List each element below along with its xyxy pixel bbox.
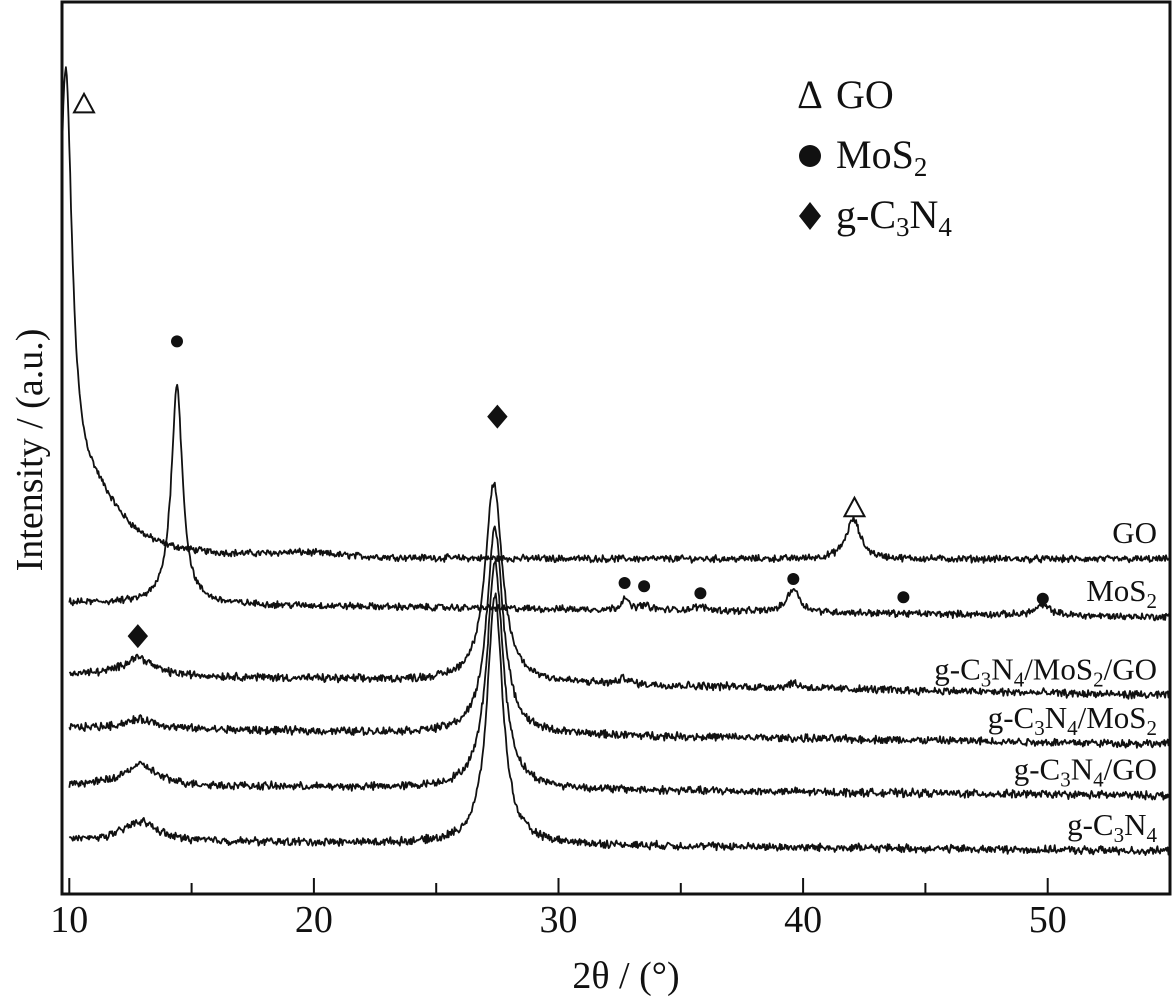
trace-mos2 bbox=[68, 383, 1171, 622]
x-tick-label: 40 bbox=[784, 899, 822, 941]
trace-go bbox=[61, 66, 1171, 564]
legend-symbol-diamond-filled bbox=[799, 202, 821, 230]
series-label-mos2: MoS2 bbox=[1086, 573, 1157, 613]
marker-circle-filled-1-6 bbox=[1036, 592, 1049, 605]
marker-circle-filled-1-4 bbox=[787, 573, 800, 585]
marker-circle-filled-1-3 bbox=[694, 587, 707, 600]
x-tick-label: 30 bbox=[540, 899, 578, 941]
marker-triangle-open-0-1 bbox=[842, 495, 867, 518]
x-axis: 10 20 30 40 50 bbox=[50, 878, 1171, 941]
series-label-g-c3n4: g-C3N4 bbox=[1067, 807, 1157, 847]
legend-label: g-C3N4 bbox=[836, 192, 952, 242]
marker-circle-filled-1-1 bbox=[618, 577, 631, 589]
series-label-g-c3n4-mos2: g-C3N4/MoS2 bbox=[988, 700, 1157, 740]
legend-symbol-triangle-open: Δ bbox=[797, 72, 823, 117]
marker-diamond-filled-2-1 bbox=[487, 404, 508, 429]
legend-label: GO bbox=[836, 72, 894, 117]
x-tick-label: 20 bbox=[295, 899, 333, 941]
series-labels-group: GO MoS2 g-C3N4/MoS2/GO g-C3N4/MoS2 g-C3N4/GO… bbox=[934, 515, 1157, 847]
legend: Δ GO MoS2 g-C3N4 bbox=[797, 72, 952, 242]
trace-g-c3n4 bbox=[68, 592, 1171, 856]
marker-diamond-filled-2-0 bbox=[127, 624, 149, 649]
x-tick-label: 10 bbox=[50, 899, 88, 941]
x-tick-label: 50 bbox=[1029, 899, 1067, 941]
x-axis-title: 2θ / (°) bbox=[572, 955, 679, 997]
series-label-g-c3n4-go: g-C3N4/GO bbox=[1014, 752, 1157, 792]
trace-g-c3n4-mos2-go bbox=[68, 481, 1170, 700]
marker-circle-filled-1-5 bbox=[897, 591, 910, 604]
markers-group bbox=[72, 91, 1049, 649]
legend-symbol-circle-filled bbox=[799, 145, 821, 167]
trace-g-c3n4-go bbox=[68, 560, 1171, 801]
plot-frame bbox=[60, 0, 1172, 896]
trace-g-c3n4-mos2 bbox=[68, 525, 1171, 749]
y-axis-title: Intensity / (a.u.) bbox=[9, 329, 51, 572]
marker-triangle-open-0-0 bbox=[72, 91, 96, 114]
legend-label: MoS2 bbox=[836, 132, 927, 182]
marker-circle-filled-1-0 bbox=[171, 335, 183, 348]
marker-circle-filled-1-2 bbox=[638, 580, 651, 593]
series-label-go: GO bbox=[1112, 515, 1157, 550]
traces-group bbox=[61, 66, 1171, 856]
series-label-g-c3n4-mos2-go: g-C3N4/MoS2/GO bbox=[934, 652, 1157, 692]
